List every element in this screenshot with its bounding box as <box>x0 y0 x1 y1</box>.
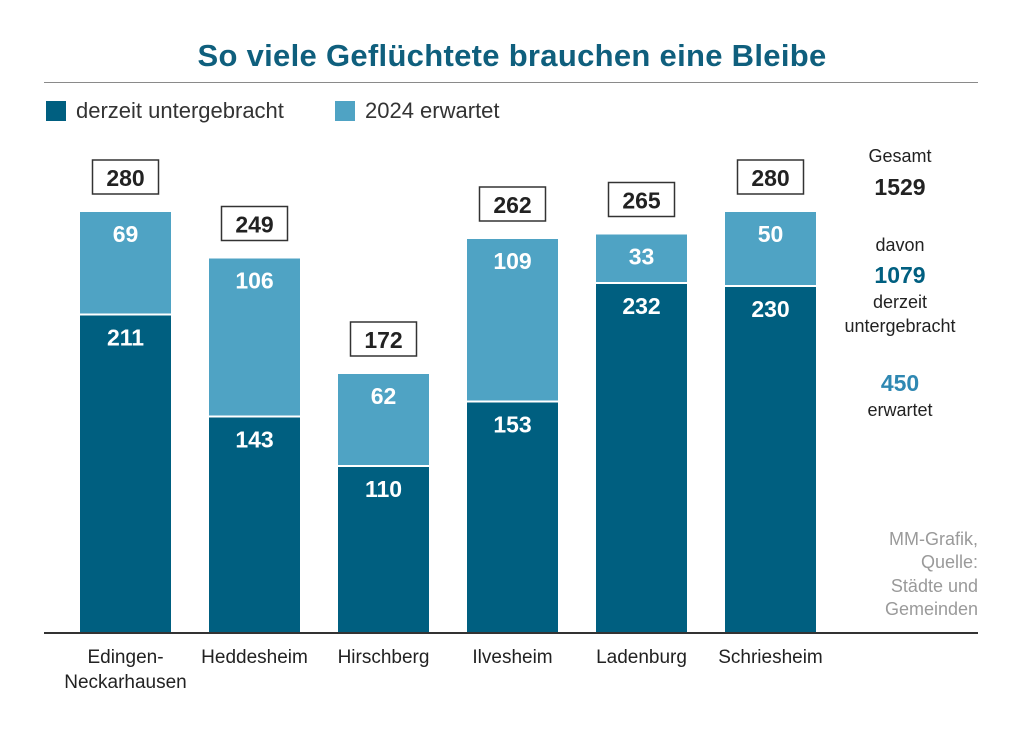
total-box <box>736 159 805 195</box>
category-label: Neckarhausen <box>64 672 187 693</box>
category-label: Schriesheim <box>718 647 823 668</box>
summary-derzeit-label-1: derzeit <box>872 292 928 312</box>
bar-segment-derzeit <box>725 287 816 632</box>
value-label-erwartet: 50 <box>758 221 784 247</box>
category-label: Ladenburg <box>596 647 687 668</box>
total-label: 265 <box>622 188 661 214</box>
source-line-3: Städte und <box>890 576 978 596</box>
bar-segment-erwartet <box>467 239 558 401</box>
value-label-erwartet: 109 <box>493 248 531 274</box>
total-label: 262 <box>493 192 531 218</box>
legend-swatch-derzeit <box>46 101 66 121</box>
bar-segment-derzeit <box>80 315 171 632</box>
summary-gesamt-label: Gesamt <box>868 146 932 166</box>
bar-segment-erwartet <box>80 212 171 314</box>
bar-segment-erwartet <box>209 258 300 416</box>
bar-segment-erwartet <box>725 212 816 285</box>
summary-erwartet-value: 450 <box>880 370 920 396</box>
value-label-erwartet: 69 <box>113 221 139 247</box>
total-label: 172 <box>364 327 402 353</box>
total-label: 280 <box>751 165 789 191</box>
category-label: Heddesheim <box>201 647 308 668</box>
category-label: Hirschberg <box>338 647 430 668</box>
category-label: Edingen- <box>87 647 163 668</box>
bar-segment-derzeit <box>596 284 687 632</box>
value-label-derzeit: 110 <box>365 476 402 502</box>
value-label-erwartet: 106 <box>235 268 273 294</box>
legend-item-erwartet: 2024 erwartet <box>335 96 500 126</box>
total-box <box>91 159 160 195</box>
summary-davon-label: davon <box>875 235 925 255</box>
bar-segment-erwartet <box>338 374 429 465</box>
source-line-1: MM-Grafik, <box>889 529 978 549</box>
legend-swatch-erwartet <box>335 101 355 121</box>
value-label-derzeit: 232 <box>622 293 660 319</box>
total-box <box>478 186 547 222</box>
title-divider <box>44 82 978 83</box>
bar-segment-derzeit <box>338 467 429 632</box>
summary-erwartet-label: erwartet <box>867 400 933 420</box>
category-label: Ilvesheim <box>472 647 552 668</box>
value-label-derzeit: 143 <box>235 427 273 453</box>
value-label-erwartet: 33 <box>629 244 655 270</box>
summary-gesamt-value: 1529 <box>874 174 926 200</box>
legend-label-erwartet: 2024 erwartet <box>365 98 500 123</box>
total-box <box>349 321 418 357</box>
chart-title: So viele Geflüchtete brauchen eine Bleib… <box>197 38 827 73</box>
total-label: 249 <box>235 212 273 238</box>
source-line-4: Gemeinden <box>884 599 978 619</box>
bar-segment-derzeit <box>467 402 558 632</box>
value-label-derzeit: 230 <box>751 296 789 322</box>
bar-segment-erwartet <box>596 234 687 282</box>
total-box <box>607 181 676 218</box>
value-label-derzeit: 211 <box>107 325 144 351</box>
total-label: 280 <box>106 165 144 191</box>
legend-label-derzeit: derzeit untergebracht <box>76 98 284 123</box>
total-box <box>220 205 289 242</box>
summary-derzeit-value: 1079 <box>874 262 926 288</box>
value-label-erwartet: 62 <box>371 383 397 409</box>
summary-derzeit-label-2: untergebracht <box>844 316 956 336</box>
value-label-derzeit: 153 <box>493 412 531 438</box>
bar-segment-derzeit <box>209 417 300 632</box>
source-line-2: Quelle: <box>920 552 978 572</box>
legend-item-derzeit: derzeit untergebracht <box>46 96 284 126</box>
